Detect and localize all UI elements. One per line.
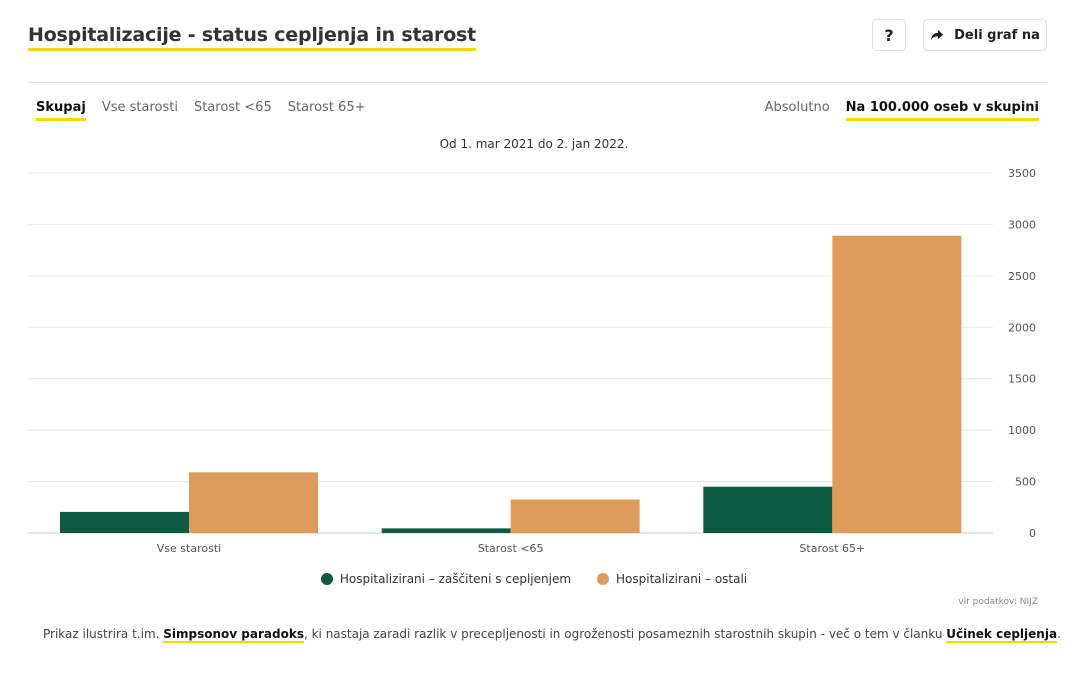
bar-others	[510, 499, 640, 533]
y-tick-label: 3000	[1008, 218, 1036, 231]
footer-note: Prikaz ilustrira t.im. Simpsonov paradok…	[43, 627, 1061, 643]
y-tick-label: 1000	[1008, 424, 1036, 437]
bar-vaccinated	[381, 528, 511, 533]
simpsonov-paradoks-link[interactable]: Simpsonov paradoks	[163, 627, 304, 643]
y-tick-label: 2500	[1008, 270, 1036, 283]
bar-others	[832, 235, 962, 533]
chart-subtitle: Od 1. mar 2021 do 2. jan 2022.	[439, 137, 629, 151]
y-tick-label: 1500	[1008, 373, 1036, 386]
divider	[28, 82, 1047, 83]
legend-marker-others	[597, 573, 610, 585]
share-icon	[931, 29, 944, 41]
tab-starost-pod-65[interactable]: Starost <65	[193, 100, 272, 115]
data-source: vir podatkov: NIJZ	[958, 597, 1038, 607]
legend: Hospitalizirani – zaščiteni s cepljenjem…	[0, 572, 1068, 586]
mode-per-100000[interactable]: Na 100.000 oseb v skupini	[845, 98, 1039, 121]
tab-skupaj[interactable]: Skupaj	[36, 98, 86, 121]
x-tick-label: Starost 65+	[799, 542, 865, 555]
y-tick-label: 3500	[1008, 167, 1036, 180]
bar-vaccinated	[703, 486, 833, 533]
tab-starost-65-plus[interactable]: Starost 65+	[287, 100, 366, 115]
help-button[interactable]: ?	[872, 19, 906, 51]
help-label: ?	[884, 25, 894, 45]
mode-absolutno[interactable]: Absolutno	[764, 100, 830, 115]
bar-others	[189, 472, 318, 533]
x-tick-label: Vse starosti	[157, 542, 221, 555]
y-tick-label: 500	[1015, 476, 1036, 489]
legend-label-others: Hospitalizirani – ostali	[616, 572, 748, 586]
footer-text-1: Prikaz ilustrira t.im.	[43, 627, 164, 641]
share-label: Deli graf na	[954, 27, 1040, 43]
legend-item-vaccinated[interactable]: Hospitalizirani – zaščiteni s cepljenjem	[320, 572, 572, 586]
y-tick-label: 2000	[1008, 321, 1036, 334]
mode-tabs: Absolutno Na 100.000 oseb v skupini	[765, 98, 1039, 121]
bar-chart: 0 500 1000 1500 2000 2500 3000 3500 Vse starosti…	[28, 167, 1036, 555]
legend-label-vaccinated: Hospitalizirani – zaščiteni s cepljenjem	[339, 572, 572, 586]
legend-item-others[interactable]: Hospitalizirani – ostali	[597, 572, 747, 586]
footer-text-3: .	[1057, 627, 1061, 641]
x-tick-label: Starost <65	[478, 542, 544, 555]
footer-text-2: , ki nastaja zaradi razlik v precepljeno…	[303, 627, 947, 641]
legend-marker-vaccinated	[320, 573, 333, 585]
share-button[interactable]: Deli graf na	[923, 19, 1047, 51]
filter-tabs: Skupaj Vse starosti Starost <65 Starost …	[36, 98, 365, 121]
ucinek-cepljenja-link[interactable]: Učinek cepljenja	[946, 627, 1058, 643]
tab-vse-starosti[interactable]: Vse starosti	[101, 100, 178, 115]
chart-title: Hospitalizacije - status cepljenja in st…	[28, 22, 476, 51]
bar-vaccinated	[60, 511, 189, 533]
y-tick-label: 0	[1029, 527, 1036, 540]
